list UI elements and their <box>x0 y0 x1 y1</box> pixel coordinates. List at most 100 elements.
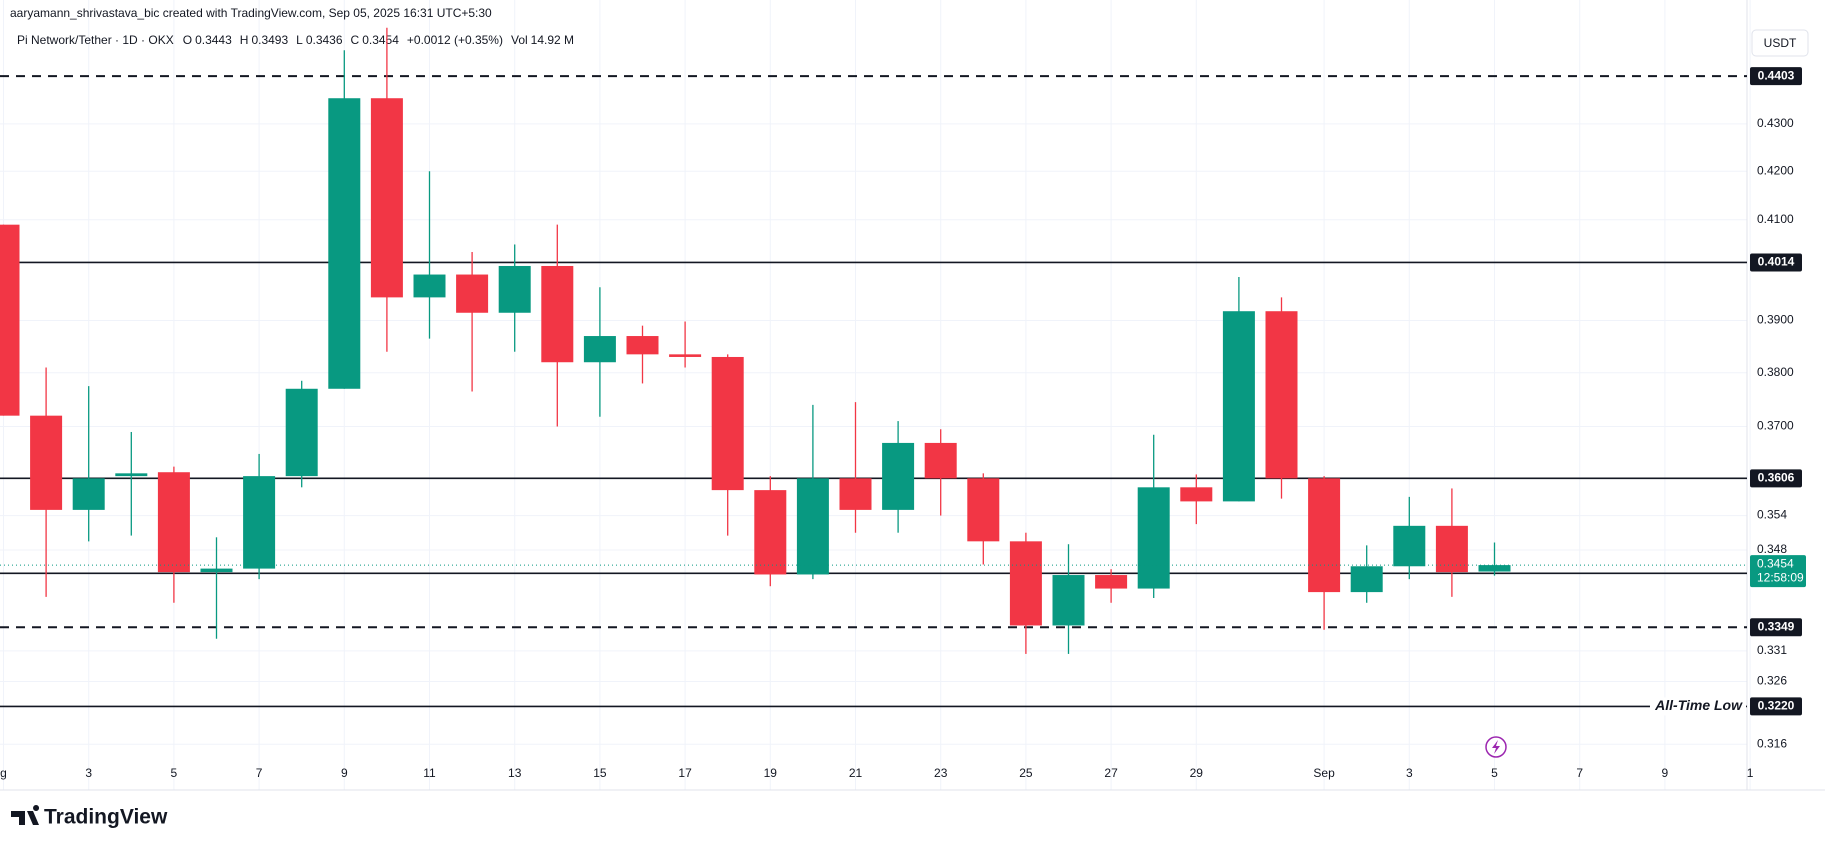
x-tick-label: 11 <box>423 766 436 780</box>
x-tick-label: 29 <box>1190 766 1204 780</box>
level-label-box <box>1750 67 1802 86</box>
level-label: 0.4014 <box>1758 255 1795 269</box>
y-tick-label: 0.316 <box>1757 736 1787 750</box>
legend-item: 14.92 M <box>531 33 574 47</box>
candle-body <box>1478 565 1511 572</box>
x-tick-label: 3 <box>1406 766 1413 780</box>
currency-button[interactable] <box>1751 29 1809 57</box>
candle-body <box>285 388 318 477</box>
legend-item: 0.3493 <box>251 33 288 47</box>
x-tick-label: 17 <box>678 766 692 780</box>
x-tick-label: 3 <box>85 766 92 780</box>
level-label: 0.3220 <box>1758 699 1795 713</box>
y-tick-label: 0.3800 <box>1757 365 1794 379</box>
attribution: aaryamann_shrivastava_bic created with T… <box>10 6 492 20</box>
candle-body <box>1180 487 1213 502</box>
candle-body <box>413 274 446 298</box>
candle-body <box>1095 575 1128 589</box>
candle-body <box>1222 311 1255 502</box>
candle-body <box>498 265 531 313</box>
y-tick-label: 0.4200 <box>1757 163 1794 177</box>
legend-item: 0.3443 <box>195 33 232 47</box>
y-tick-label: 0.354 <box>1757 508 1787 522</box>
y-tick-label: 0.348 <box>1757 542 1787 556</box>
y-tick-label: 0.3700 <box>1757 419 1794 433</box>
last-price-label: 0.3454 <box>1757 556 1794 570</box>
countdown: 12:58:09 <box>1757 570 1804 584</box>
legend-item: L <box>296 33 303 47</box>
x-tick-label: 7 <box>256 766 263 780</box>
candle-body <box>0 224 20 416</box>
level-label-box <box>1750 469 1802 488</box>
candle-body <box>583 336 616 363</box>
legend-item: C <box>351 33 360 47</box>
x-tick-label: 21 <box>849 766 863 780</box>
event-icon-bolt <box>1492 740 1500 754</box>
level-label-box <box>1750 697 1802 716</box>
currency[interactable]: USDT <box>1764 36 1797 50</box>
candle-body <box>200 568 233 573</box>
y-tick-label: 0.331 <box>1757 643 1787 657</box>
candle-body <box>1393 525 1426 567</box>
legend-item: Pi Network/Tether · 1D · OKX <box>17 33 174 47</box>
legend-item: 0.3436 <box>306 33 343 47</box>
candle-body <box>30 415 63 510</box>
brand-logo <box>11 805 40 825</box>
x-tick-label: 23 <box>934 766 948 780</box>
x-tick-label: 5 <box>1491 766 1498 780</box>
candle-body <box>796 478 829 575</box>
candle-body <box>243 476 276 569</box>
candle-body <box>456 274 489 313</box>
x-tick-label: 1 <box>1747 766 1754 780</box>
candle-body <box>541 265 574 363</box>
candle-body <box>924 442 957 479</box>
candle-body <box>626 336 659 355</box>
legend-item: 0.3454 <box>362 33 399 47</box>
candle-body <box>669 354 702 357</box>
candle-body <box>882 442 915 510</box>
level-label-box <box>1750 618 1802 637</box>
x-tick-label: 7 <box>1576 766 1583 780</box>
candle-body <box>967 478 1000 542</box>
legend-item: +0.0012 (+0.35%) <box>407 33 503 47</box>
x-tick-label: 25 <box>1019 766 1033 780</box>
legend: Pi Network/Tether · 1D · OKX O 0.3443 H 0.34… <box>17 33 574 47</box>
last-price-box <box>1750 555 1806 588</box>
level-label: 0.3606 <box>1758 471 1795 485</box>
x-tick-label: 9 <box>341 766 348 780</box>
legend-item: H <box>240 33 249 47</box>
candle-body <box>754 490 787 575</box>
y-tick-label: 0.4300 <box>1757 116 1794 130</box>
y-tick-label: 0.326 <box>1757 674 1787 688</box>
x-tick-label: Sep <box>1313 766 1335 780</box>
candle-body <box>1052 575 1085 626</box>
x-tick-label: g <box>0 766 7 780</box>
candle-body <box>157 472 190 573</box>
level-label: 0.4403 <box>1758 68 1795 82</box>
annotation-bg <box>1650 697 1746 716</box>
candle-body <box>1265 311 1298 479</box>
candle-body <box>1308 478 1341 593</box>
brand: TradingView <box>44 806 168 829</box>
candle-body <box>711 356 744 491</box>
candle-body <box>72 478 105 510</box>
x-tick-label: 9 <box>1662 766 1669 780</box>
level-label: 0.3349 <box>1758 619 1795 633</box>
candle-body <box>1435 525 1468 573</box>
candle-body <box>328 98 361 389</box>
legend-item: Vol <box>511 33 528 47</box>
y-tick-label: 0.4100 <box>1757 212 1794 226</box>
legend-item: O <box>183 33 192 47</box>
x-tick-label: 13 <box>508 766 522 780</box>
candle-body <box>1350 566 1383 593</box>
candle-body <box>1009 541 1042 626</box>
candle-body <box>1137 487 1170 589</box>
candle-body <box>839 478 872 510</box>
x-tick-label: 27 <box>1104 766 1118 780</box>
candle-body <box>115 473 148 477</box>
annotation: All-Time Low <box>1654 697 1743 713</box>
candle-body <box>370 98 403 298</box>
